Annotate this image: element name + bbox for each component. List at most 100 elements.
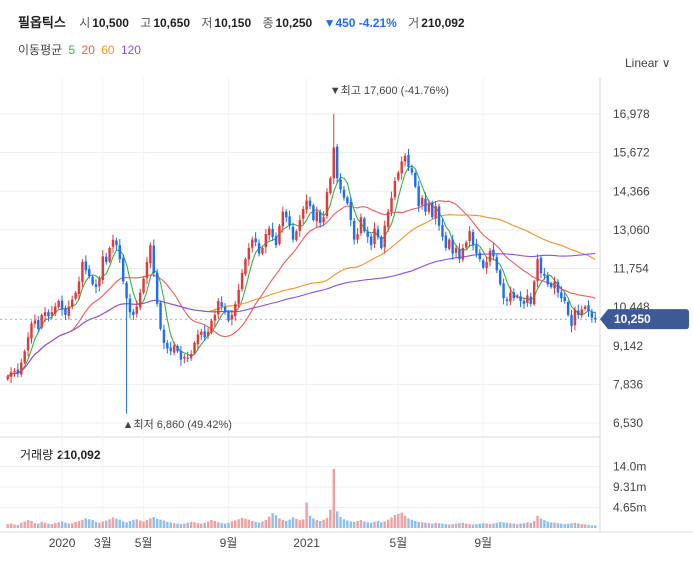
volume-bar [244, 518, 247, 528]
volume-bar [33, 523, 37, 528]
candle-body [40, 314, 43, 328]
volume-bar [475, 524, 478, 528]
candle-body [261, 247, 264, 254]
candle-body [363, 218, 366, 232]
volume-bar [121, 521, 125, 528]
candle-body [179, 350, 183, 360]
candle-body [145, 261, 149, 278]
candle-body [298, 220, 302, 231]
candle-body [87, 269, 91, 276]
candle-body [268, 228, 271, 236]
volume-title-value: 210,092 [57, 448, 101, 462]
candle-body [532, 281, 536, 305]
volume-bar [257, 522, 261, 528]
ma-legend-60[interactable]: 60 [101, 43, 115, 57]
volume-bar [444, 524, 448, 528]
candle-body [325, 192, 329, 217]
candle-body [227, 311, 230, 321]
volume-bar [20, 522, 23, 528]
volume-bar [149, 518, 152, 528]
ma-legend-20[interactable]: 20 [81, 43, 95, 57]
time-tick-label: 2021 [293, 536, 320, 550]
volume-bar [566, 523, 570, 528]
candle-body [98, 278, 101, 287]
volume-bar [240, 517, 244, 528]
candle-body [108, 247, 111, 262]
candle-body [495, 257, 499, 271]
candle-body [590, 311, 594, 318]
candle-body [448, 239, 451, 249]
volume-bar [9, 523, 13, 528]
volume-bar [301, 519, 305, 528]
volume-bar [352, 521, 356, 528]
candle-body [47, 312, 50, 317]
candle-body [138, 292, 142, 308]
volume-bar [98, 522, 101, 528]
candle-body [434, 206, 437, 219]
price-tick-label: 15,672 [613, 146, 650, 160]
volume-bar [427, 523, 431, 528]
volume-bar [346, 520, 349, 528]
candle-body [431, 202, 434, 218]
candle-body [570, 314, 573, 327]
candle-body [43, 312, 47, 316]
volume-bar [580, 524, 583, 528]
volume-bar [502, 522, 505, 528]
volume-bar [522, 523, 526, 528]
candle-body [111, 239, 115, 247]
current-price-badge-shape [600, 309, 689, 330]
candle-body [437, 206, 441, 226]
scale-dropdown[interactable]: Linear ∨ [625, 56, 671, 70]
volume-bar [376, 520, 380, 528]
volume-bar [359, 520, 363, 528]
current-price-badge: 10,250 [600, 309, 689, 330]
candle-body [549, 283, 553, 288]
volume-bar [142, 521, 145, 528]
candle-body [315, 211, 319, 222]
volume-bar [220, 523, 223, 528]
candle-body [54, 306, 57, 314]
volume-bar [335, 511, 339, 528]
volume-bar [30, 520, 33, 528]
volume-bar [325, 517, 329, 528]
candle-body [169, 347, 172, 352]
candle-body [301, 208, 305, 219]
candle-body [332, 147, 335, 179]
volume-bar [529, 522, 532, 528]
volume-bar [570, 523, 573, 528]
volume-bar [152, 517, 155, 528]
candle-body [577, 310, 580, 315]
volume-bar [60, 521, 64, 528]
candle-body [369, 236, 373, 246]
volume-bar [329, 509, 332, 528]
candle-body [159, 302, 162, 329]
candle-body [594, 317, 597, 320]
candle-body [84, 261, 88, 271]
candle-body [247, 247, 251, 260]
candle-body [509, 292, 512, 302]
volume-bar [363, 521, 366, 528]
volume-bar [247, 519, 251, 528]
candle-body [414, 173, 417, 187]
volume-bar [74, 521, 77, 528]
volume-bar [587, 524, 590, 528]
volume-bar [288, 519, 291, 528]
ma-legend-120[interactable]: 120 [120, 43, 141, 57]
volume-bar [393, 514, 397, 528]
ma-legend-5[interactable]: 5 [68, 43, 76, 57]
price-tick-label: 11,754 [613, 262, 649, 276]
volume-bar [54, 523, 57, 528]
volume-bar [104, 520, 108, 528]
candle-body [128, 298, 132, 313]
open-value: 10,500 [92, 16, 129, 30]
price-tick-label: 9,142 [613, 339, 643, 353]
candle-body [573, 309, 577, 326]
time-tick-label: 5월 [135, 536, 153, 550]
volume-bar [186, 522, 189, 528]
candle-body [546, 275, 549, 285]
candle-body [502, 283, 505, 299]
candle-body [339, 179, 342, 190]
volume-bar [71, 523, 74, 528]
volume-bar [298, 520, 302, 528]
